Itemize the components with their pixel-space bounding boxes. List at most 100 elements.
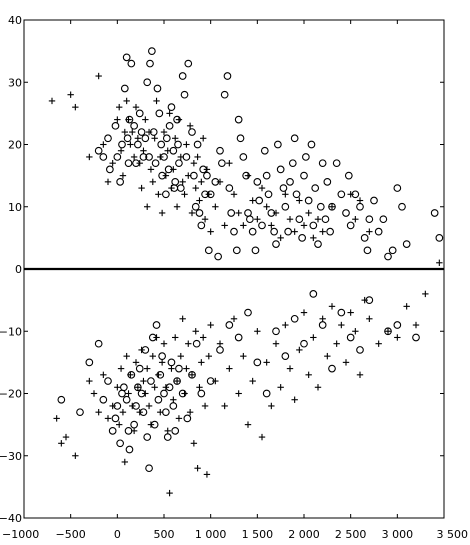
data-point-plus xyxy=(144,365,151,372)
data-point-plus xyxy=(158,209,166,217)
data-point-circle xyxy=(122,395,131,404)
data-point-circle xyxy=(104,377,112,385)
data-point-plus xyxy=(145,402,153,410)
data-point-circle xyxy=(272,240,280,248)
data-point-plus xyxy=(333,340,340,347)
x-tick-label: 1 000 xyxy=(195,528,227,541)
data-point-circle xyxy=(188,370,196,379)
data-point-plus xyxy=(123,97,130,105)
data-point-circle xyxy=(175,159,183,168)
data-point-circle xyxy=(174,140,182,149)
data-point-circle xyxy=(230,227,238,236)
data-point-plus xyxy=(153,97,160,105)
x-tick-label: 2 500 xyxy=(335,528,367,541)
data-point-circle xyxy=(295,215,304,224)
data-point-plus xyxy=(109,159,116,167)
data-point-circle xyxy=(183,414,192,423)
data-point-plus xyxy=(119,408,127,416)
data-point-circle xyxy=(195,209,204,217)
data-point-plus xyxy=(72,103,79,111)
y-tick-label: 10 xyxy=(8,201,22,214)
data-point-plus xyxy=(240,222,247,229)
data-point-plus xyxy=(300,309,308,316)
data-point-circle xyxy=(188,128,196,136)
data-point-plus xyxy=(173,203,181,210)
data-point-plus xyxy=(203,471,211,478)
data-point-plus xyxy=(53,415,60,422)
data-point-circle xyxy=(127,59,136,68)
data-point-plus xyxy=(138,184,145,192)
data-point-plus xyxy=(86,377,93,385)
data-point-plus xyxy=(157,153,164,161)
data-point-plus xyxy=(198,178,205,186)
data-point-circle xyxy=(171,427,180,435)
data-point-circle xyxy=(239,153,248,161)
data-point-plus xyxy=(134,135,142,142)
data-point-plus xyxy=(100,141,107,148)
data-point-plus xyxy=(95,72,102,80)
data-point-plus xyxy=(366,228,373,235)
data-point-circle xyxy=(264,190,273,199)
data-point-plus xyxy=(62,433,70,441)
data-point-plus xyxy=(347,309,354,316)
data-point-circle xyxy=(147,377,155,385)
data-point-plus xyxy=(342,359,350,366)
data-point-plus xyxy=(196,384,203,391)
data-point-plus xyxy=(185,172,192,179)
data-point-circle xyxy=(326,227,334,236)
data-point-plus xyxy=(172,334,179,341)
data-point-circle xyxy=(214,252,222,261)
data-point-circle xyxy=(258,221,266,230)
data-point-plus xyxy=(263,203,270,210)
data-point-plus xyxy=(249,377,256,385)
data-point-plus xyxy=(240,352,247,360)
data-point-circle xyxy=(246,215,254,224)
data-point-plus xyxy=(90,390,98,397)
data-point-plus xyxy=(291,228,298,235)
data-point-plus xyxy=(160,340,168,347)
data-point-plus xyxy=(175,415,183,422)
data-point-plus xyxy=(185,340,192,347)
data-point-circle xyxy=(281,352,290,361)
data-point-plus xyxy=(116,421,123,428)
y-tick-label: 20 xyxy=(8,139,22,152)
data-point-plus xyxy=(352,216,359,223)
data-point-plus xyxy=(109,402,116,410)
data-point-plus xyxy=(194,153,201,161)
data-point-plus xyxy=(190,440,198,447)
data-point-plus xyxy=(258,184,266,192)
data-point-circle xyxy=(309,290,318,298)
data-point-plus xyxy=(170,396,177,403)
data-point-plus xyxy=(155,191,162,198)
data-point-circle xyxy=(337,308,346,317)
plot-area xyxy=(24,20,444,518)
data-point-plus xyxy=(127,141,134,148)
data-point-plus xyxy=(183,141,190,148)
data-point-circle xyxy=(94,339,103,348)
data-point-circle xyxy=(398,202,406,211)
data-point-plus xyxy=(277,384,284,391)
y-tick-label: −40 xyxy=(0,512,22,525)
data-point-plus xyxy=(166,110,173,117)
data-point-plus xyxy=(244,172,252,179)
data-point-plus xyxy=(226,365,233,372)
y-tick-label: −30 xyxy=(0,450,22,463)
data-point-plus xyxy=(116,103,123,111)
data-point-circle xyxy=(337,190,346,199)
data-point-circle xyxy=(323,178,332,186)
data-point-circle xyxy=(328,364,336,373)
data-point-circle xyxy=(178,72,187,80)
data-point-circle xyxy=(244,308,252,317)
data-point-circle xyxy=(192,339,201,348)
data-point-circle xyxy=(160,389,168,398)
data-point-circle xyxy=(116,178,124,186)
y-tick-label: 40 xyxy=(8,14,22,27)
data-point-plus xyxy=(151,135,158,142)
data-point-plus xyxy=(221,402,228,410)
data-point-plus xyxy=(138,346,145,354)
axes-layer: −1000 −500 0 500 1 000 1 500 2 000 2 500 3 000 3 … xyxy=(0,14,468,541)
data-point-circle xyxy=(106,165,114,174)
y-tick-label: −10 xyxy=(0,325,22,338)
data-point-plus xyxy=(188,371,196,379)
